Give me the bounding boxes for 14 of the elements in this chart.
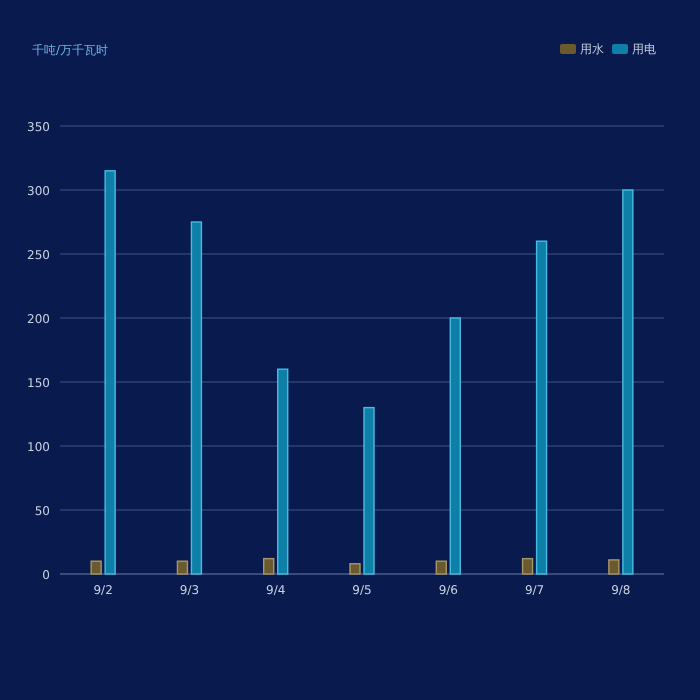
- bar: [263, 557, 275, 575]
- bar: [190, 221, 203, 575]
- bar: [363, 406, 375, 575]
- bar: [104, 170, 116, 575]
- bar: [277, 368, 289, 575]
- bar: [90, 560, 102, 575]
- bar: [349, 563, 361, 575]
- bar: [608, 559, 620, 575]
- bar: [435, 560, 447, 575]
- bar: [535, 240, 548, 575]
- bar: [521, 557, 534, 575]
- bar: [622, 189, 634, 575]
- bar: [176, 560, 189, 575]
- bar: [449, 317, 461, 575]
